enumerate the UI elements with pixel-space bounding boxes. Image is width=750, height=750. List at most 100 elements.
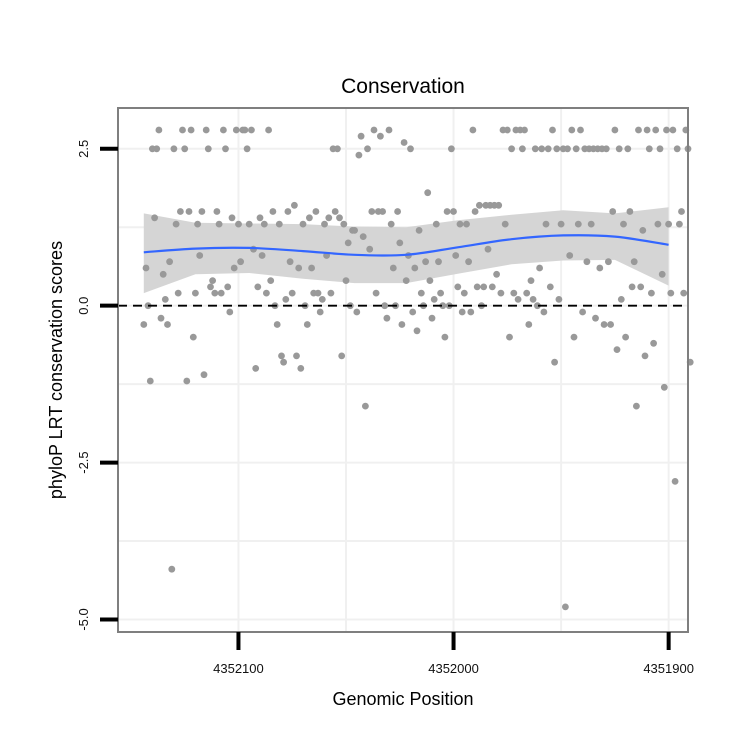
data-point	[531, 145, 539, 153]
data-point	[673, 145, 681, 153]
data-point	[297, 365, 305, 372]
data-point	[336, 214, 343, 222]
data-point	[362, 402, 369, 410]
data-point	[411, 264, 419, 272]
data-point	[463, 220, 470, 228]
data-point	[480, 283, 488, 291]
points-layer	[140, 126, 694, 611]
data-point	[566, 252, 574, 259]
x-tick-label: 4352000	[428, 661, 479, 676]
data-point	[379, 208, 386, 215]
data-point	[432, 220, 440, 228]
data-point	[660, 383, 668, 391]
data-point	[224, 283, 232, 291]
data-point	[209, 277, 217, 284]
data-point	[611, 126, 619, 134]
data-point	[340, 220, 348, 228]
data-point	[381, 302, 389, 310]
data-point	[587, 220, 595, 228]
data-point	[355, 151, 363, 159]
data-point	[551, 358, 558, 366]
data-point	[506, 333, 513, 341]
data-point	[617, 296, 625, 303]
data-point	[151, 214, 159, 222]
data-point	[243, 145, 251, 153]
data-point	[555, 296, 563, 303]
data-point	[325, 214, 333, 222]
data-point	[331, 208, 339, 215]
data-point	[501, 220, 509, 228]
data-point	[200, 371, 208, 379]
data-point	[278, 352, 285, 360]
y-tick-label: -2.5	[76, 451, 91, 473]
data-point	[476, 201, 483, 209]
data-point	[630, 258, 638, 266]
data-point	[469, 126, 477, 134]
data-point	[635, 126, 642, 134]
data-point	[443, 208, 451, 215]
data-point	[667, 289, 675, 297]
data-point	[351, 227, 358, 234]
data-point	[396, 239, 404, 247]
data-point	[164, 321, 171, 328]
data-point	[245, 220, 253, 228]
data-point	[577, 126, 584, 134]
data-point	[280, 358, 287, 366]
data-point	[213, 208, 221, 215]
data-point	[553, 145, 561, 153]
data-point	[671, 478, 679, 485]
data-point	[428, 314, 436, 322]
data-point	[544, 145, 552, 153]
data-point	[529, 296, 537, 303]
data-point	[385, 126, 393, 134]
data-point	[572, 145, 580, 153]
data-point	[215, 220, 223, 228]
data-point	[626, 208, 634, 215]
data-point	[284, 208, 292, 215]
data-point	[495, 201, 503, 209]
data-point	[312, 208, 320, 215]
data-point	[291, 201, 298, 209]
smooth-line-layer	[143, 234, 669, 257]
data-point	[269, 208, 277, 215]
data-point	[460, 289, 468, 297]
data-point	[334, 145, 341, 153]
data-point	[542, 220, 550, 228]
data-point	[263, 289, 270, 297]
data-point	[493, 270, 500, 278]
data-point	[540, 308, 548, 316]
data-point	[534, 302, 541, 310]
data-point	[413, 327, 421, 335]
data-point	[368, 208, 376, 215]
data-point	[409, 308, 417, 316]
data-point	[299, 220, 307, 228]
data-point	[286, 258, 294, 266]
data-point	[256, 214, 264, 222]
data-point	[564, 145, 571, 153]
data-point	[676, 220, 683, 228]
data-point	[488, 283, 496, 291]
data-point	[523, 289, 531, 297]
data-point	[400, 139, 408, 146]
data-point	[314, 289, 322, 297]
data-point	[439, 302, 447, 310]
data-point	[237, 258, 245, 266]
data-point	[473, 283, 481, 291]
data-point	[282, 296, 290, 303]
data-point	[153, 145, 161, 153]
data-point	[207, 283, 214, 291]
data-point	[527, 277, 535, 284]
y-tick-label: -5.0	[76, 608, 91, 630]
data-point	[202, 126, 210, 134]
data-point	[658, 270, 666, 278]
data-point	[435, 258, 442, 266]
data-point	[437, 289, 444, 297]
data-point	[398, 321, 406, 328]
data-point	[568, 126, 576, 134]
data-point	[510, 289, 518, 297]
data-point	[665, 220, 672, 228]
data-point	[211, 289, 219, 297]
data-point	[316, 308, 324, 316]
data-point	[471, 208, 479, 215]
